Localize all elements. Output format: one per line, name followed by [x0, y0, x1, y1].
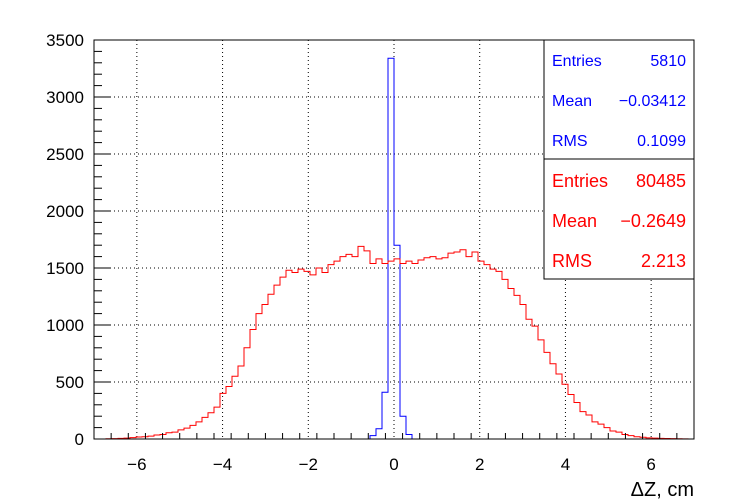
y-tick-label: 3500 — [46, 31, 84, 50]
tick-labels: −6 −4 −2 0 2 4 6 0 500 1000 1500 2000 2500 3000 3500 — [46, 31, 656, 474]
stats-box-red-frame — [543, 158, 695, 280]
stats-blue-mean-value: −0.03412 — [619, 93, 686, 110]
stats-blue-entries-value: 5810 — [650, 53, 686, 70]
x-tick-label: −4 — [213, 455, 232, 474]
stats-red-entries-value: 80485 — [636, 171, 686, 191]
y-tick-label: 500 — [56, 373, 84, 392]
stats-red-entries-label: Entries — [552, 171, 608, 191]
stats-red-rms-label: RMS — [552, 251, 592, 271]
y-tick-label: 1000 — [46, 316, 84, 335]
x-tick-label: −6 — [127, 455, 146, 474]
stats-blue-entries-label: Entries — [552, 53, 602, 70]
stats-blue-mean-label: Mean — [552, 93, 592, 110]
x-tick-label: 2 — [475, 455, 484, 474]
stats-red-mean-value: −0.2649 — [620, 211, 686, 231]
stats-blue-rms-label: RMS — [552, 133, 588, 150]
histogram-series-0 — [94, 57, 418, 440]
stats-red-mean-label: Mean — [552, 211, 597, 231]
stats-box-blue-frame — [543, 39, 695, 161]
y-tick-label: 1500 — [46, 259, 84, 278]
x-tick-label: 6 — [646, 455, 655, 474]
x-tick-label: −2 — [299, 455, 318, 474]
y-tick-label: 0 — [75, 430, 84, 449]
y-tick-label: 2500 — [46, 145, 84, 164]
y-tick-label: 2000 — [46, 202, 84, 221]
axis-ticks — [93, 39, 695, 440]
stats-blue-rms-value: 0.1099 — [637, 133, 686, 150]
stats-box-blue: Entries 5810 Mean −0.03412 RMS 0.1099 — [543, 39, 695, 161]
histogram-series-1 — [94, 245, 694, 440]
x-tick-label: 0 — [389, 455, 398, 474]
x-tick-label: 4 — [561, 455, 570, 474]
histograms — [94, 57, 694, 440]
y-tick-label: 3000 — [46, 88, 84, 107]
stats-red-rms-value: 2.213 — [641, 251, 686, 271]
x-axis-title: ΔZ, cm — [631, 479, 694, 501]
stats-box-red: Entries 80485 Mean −0.2649 RMS 2.213 — [543, 158, 695, 280]
